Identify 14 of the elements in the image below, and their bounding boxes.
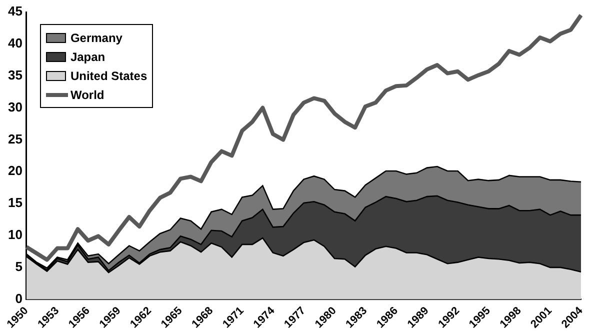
legend-label: World	[70, 88, 104, 102]
y-tick-label: 30	[8, 99, 22, 114]
y-tick-label: 20	[8, 163, 22, 178]
legend-label: Japan	[70, 50, 106, 64]
y-tick-label: 10	[8, 227, 22, 242]
y-tick-label: 35	[8, 67, 22, 82]
y-tick-label: 45	[8, 4, 22, 19]
y-tick-label: 25	[8, 131, 22, 146]
y-tick-label: 40	[8, 36, 22, 51]
y-tick-label: 15	[8, 195, 22, 210]
y-tick-label: 0	[15, 290, 22, 306]
legend-label: Germany	[70, 30, 122, 44]
legend-label: United States	[70, 68, 148, 82]
y-tick-label: 5	[15, 259, 22, 274]
